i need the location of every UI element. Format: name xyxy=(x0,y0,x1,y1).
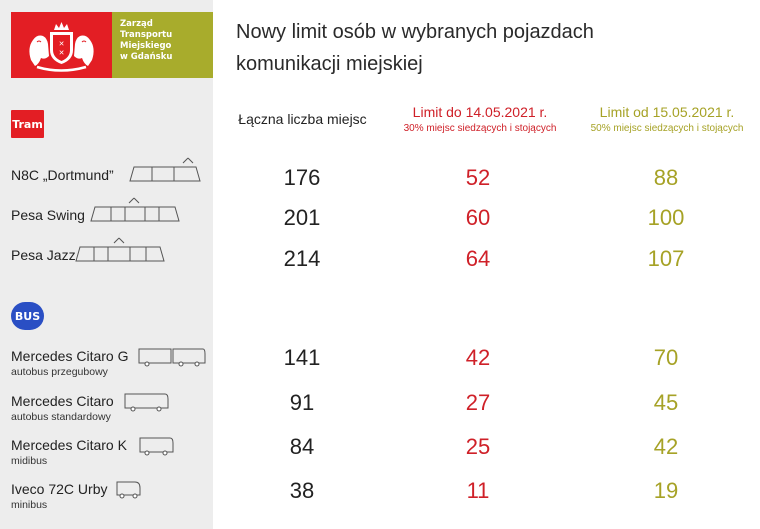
column-header-limit1-sub: 30% miejsc siedzących i stojących xyxy=(403,123,557,134)
bus-row-2-name: Mercedes Citaro K xyxy=(11,437,127,453)
svg-text:✕: ✕ xyxy=(59,40,65,48)
tram-row-0-name: N8C „Dortmund” xyxy=(11,167,114,183)
bus-row-1-sub: autobus standardowy xyxy=(11,411,111,423)
bus-row-0-sub: autobus przegubowy xyxy=(11,366,108,378)
page-title-line-1: Nowy limit osób w wybranych pojazdach xyxy=(236,21,594,43)
bus-row-0-limit2: 70 xyxy=(653,345,679,370)
bus-row-1-limit1: 27 xyxy=(465,390,491,415)
bus-row-3-sub: minibus xyxy=(11,499,48,511)
bus-badge: BUS xyxy=(11,302,44,330)
bus-row-3-name: Iveco 72C Urby xyxy=(11,481,108,497)
tram-row-1-total: 201 xyxy=(283,205,321,230)
tram-row-1-limit2: 100 xyxy=(647,205,685,230)
column-header-limit2-sub: 50% miejsc siedzących i stojących xyxy=(590,123,744,134)
logo-line-1: Zarząd xyxy=(120,19,153,29)
page-title-line-2: komunikacji miejskiej xyxy=(236,53,423,75)
tram-icon xyxy=(90,197,180,222)
minibus-icon xyxy=(116,481,141,499)
column-header-limit1: Limit do 14.05.2021 r. 30% miejsc siedzą… xyxy=(385,104,575,134)
bus-row-1-total: 91 xyxy=(289,390,315,415)
logo-line-2: Transportu xyxy=(120,30,173,40)
tram-row-0-limit2: 88 xyxy=(653,165,679,190)
bus-row-0-limit1: 42 xyxy=(465,345,491,370)
tram-badge: Tram xyxy=(11,110,44,138)
standard-bus-icon xyxy=(124,393,169,412)
svg-text:✕: ✕ xyxy=(59,49,65,57)
bus-row-2-limit1: 25 xyxy=(465,434,491,459)
bus-row-2-sub: midibus xyxy=(11,455,48,467)
bus-row-2-total: 84 xyxy=(289,434,315,459)
tram-row-1-limit1: 60 xyxy=(465,205,491,230)
column-header-total-label: Łączna liczba miejsc xyxy=(238,111,367,127)
column-header-limit1-label: Limit do 14.05.2021 r. xyxy=(412,104,548,120)
tram-row-2-total: 214 xyxy=(283,246,321,271)
bus-row-0-name: Mercedes Citaro G xyxy=(11,348,129,364)
column-header-limit2: Limit od 15.05.2021 r. 50% miejsc siedzą… xyxy=(572,104,760,134)
tram-row-1-name: Pesa Swing xyxy=(11,207,85,223)
bus-row-0-total: 141 xyxy=(283,345,321,370)
logo-line-3: Miejskiego xyxy=(120,41,172,51)
tram-icon xyxy=(75,237,165,262)
bus-row-3-limit1: 11 xyxy=(466,478,490,503)
bus-row-1-limit2: 45 xyxy=(653,390,679,415)
articulated-bus-icon xyxy=(138,348,206,367)
tram-row-0-limit1: 52 xyxy=(465,165,491,190)
left-panel xyxy=(0,0,213,529)
tram-row-0-total: 176 xyxy=(283,165,321,190)
bus-row-1-name: Mercedes Citaro xyxy=(11,393,114,409)
column-header-limit2-label: Limit od 15.05.2021 r. xyxy=(599,104,735,120)
bus-row-3-total: 38 xyxy=(289,478,315,503)
logo-line-4: w Gdańsku xyxy=(120,52,173,62)
gdansk-coat-of-arms-icon: ✕ ✕ xyxy=(29,22,94,72)
midibus-icon xyxy=(139,437,174,456)
tram-row-2-limit2: 107 xyxy=(647,246,685,271)
bus-row-2-limit2: 42 xyxy=(653,434,679,459)
coat-of-arms-logo: ✕ ✕ xyxy=(11,12,112,78)
tram-row-2-name: Pesa Jazz xyxy=(11,247,76,263)
bus-row-3-limit2: 19 xyxy=(653,478,679,503)
column-header-total: Łączna liczba miejsc xyxy=(230,111,375,127)
tram-row-2-limit1: 64 xyxy=(465,246,491,271)
ztm-logo-text: Zarząd Transportu Miejskiego w Gdańsku xyxy=(112,12,213,78)
tram-icon xyxy=(129,157,201,182)
